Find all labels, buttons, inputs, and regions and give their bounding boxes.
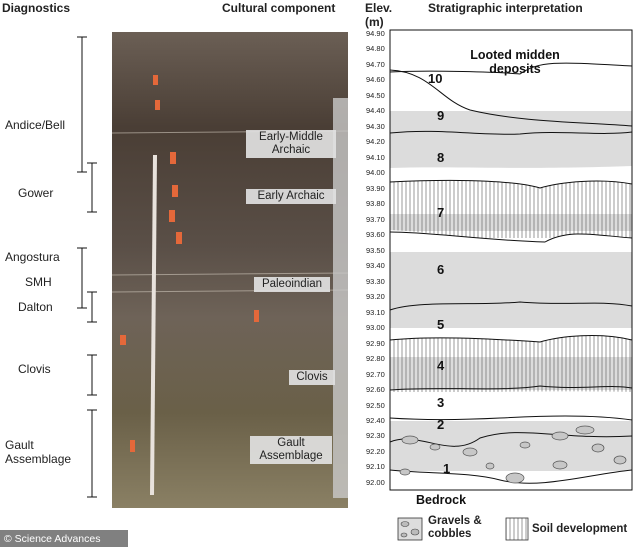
header: Diagnostics [2, 1, 71, 15]
scale-rod [150, 154, 157, 496]
elevation-label: 92.50 [366, 400, 385, 410]
diagnostic-label: Andice/Bell [5, 118, 66, 132]
cultural-label: Paleoindian [254, 277, 330, 292]
layer-number: 2 [437, 417, 445, 432]
diagnostic-label: Dalton [18, 300, 53, 314]
legend-label: Gravels & cobbles [428, 515, 482, 540]
elevation-label: 93.50 [366, 245, 385, 255]
elevation-label: 94.90 [366, 29, 385, 38]
elevation-label: 93.40 [366, 261, 385, 271]
elevation-label: 92.00 [366, 477, 385, 487]
elevation-label: 92.70 [366, 369, 385, 379]
cultural-label: Gault Assemblage [250, 436, 332, 464]
elevation-label: 92.80 [366, 354, 385, 364]
diagnostic-label: Clovis [18, 362, 51, 376]
elevation-label: 92.40 [366, 416, 385, 425]
elevation-label: 94.80 [366, 44, 385, 54]
layer-number: 1 [443, 461, 451, 476]
layer-number: 4 [437, 358, 445, 373]
elevation-label: 94.20 [366, 137, 385, 147]
elevation-label: 93.80 [366, 199, 385, 209]
elevation-label: 94.50 [366, 90, 385, 100]
strat-label: Looted midden deposits [470, 48, 560, 76]
diagnostic-label: Angostura [5, 250, 60, 264]
elevation-label: 94.40 [366, 106, 385, 116]
strat-label: Bedrock [416, 493, 467, 507]
flags [120, 75, 259, 452]
credit-bg [0, 530, 128, 547]
elevation-label: 93.30 [366, 276, 385, 286]
diagnostic-label: Gault Assemblage [5, 438, 72, 466]
elevation-label: 92.20 [366, 446, 385, 456]
elevation-label: 94.60 [366, 75, 385, 85]
layer-number: 3 [437, 395, 445, 410]
elevation-label: 93.60 [366, 230, 385, 240]
brackets [77, 36, 97, 498]
elevation-label: 93.20 [366, 292, 385, 302]
layer-number: 7 [437, 205, 445, 220]
legend-label: Soil development [532, 523, 628, 535]
layer-number: 9 [437, 108, 445, 123]
diagnostic-label: Gower [18, 186, 54, 200]
header: Stratigraphic interpretation [428, 1, 583, 15]
layer-number: 6 [437, 262, 445, 277]
elevation-label: 92.90 [366, 338, 385, 348]
cultural-label: Early Archaic [246, 189, 336, 204]
header: Elev. (m) [365, 1, 393, 29]
diagnostic-label: SMH [25, 275, 52, 289]
cultural-label: Early-Middle Archaic [246, 130, 336, 158]
elevation-label: 92.60 [366, 385, 385, 395]
elevation-label: 93.90 [366, 183, 385, 193]
elevation-label: 93.00 [366, 323, 385, 333]
legend-icons [397, 517, 529, 541]
header: Cultural component [222, 1, 336, 15]
layer-number: 8 [437, 150, 445, 165]
elevation-label: 93.70 [366, 214, 385, 224]
elevation-label: 94.30 [366, 121, 385, 131]
elevation-label: 94.70 [366, 59, 385, 69]
zone-strip [333, 98, 348, 498]
strat-column [389, 29, 633, 491]
cultural-label: Clovis [289, 370, 335, 385]
elevation-label: 94.00 [366, 168, 385, 178]
elevation-label: 93.10 [366, 307, 385, 317]
layer-number: 5 [437, 317, 445, 332]
elevation-label: 92.10 [366, 462, 385, 472]
elevation-label: 92.30 [366, 431, 385, 441]
elevation-label: 94.10 [366, 152, 385, 162]
layer-number: 10 [428, 71, 443, 86]
credit: © Science Advances [4, 533, 101, 545]
